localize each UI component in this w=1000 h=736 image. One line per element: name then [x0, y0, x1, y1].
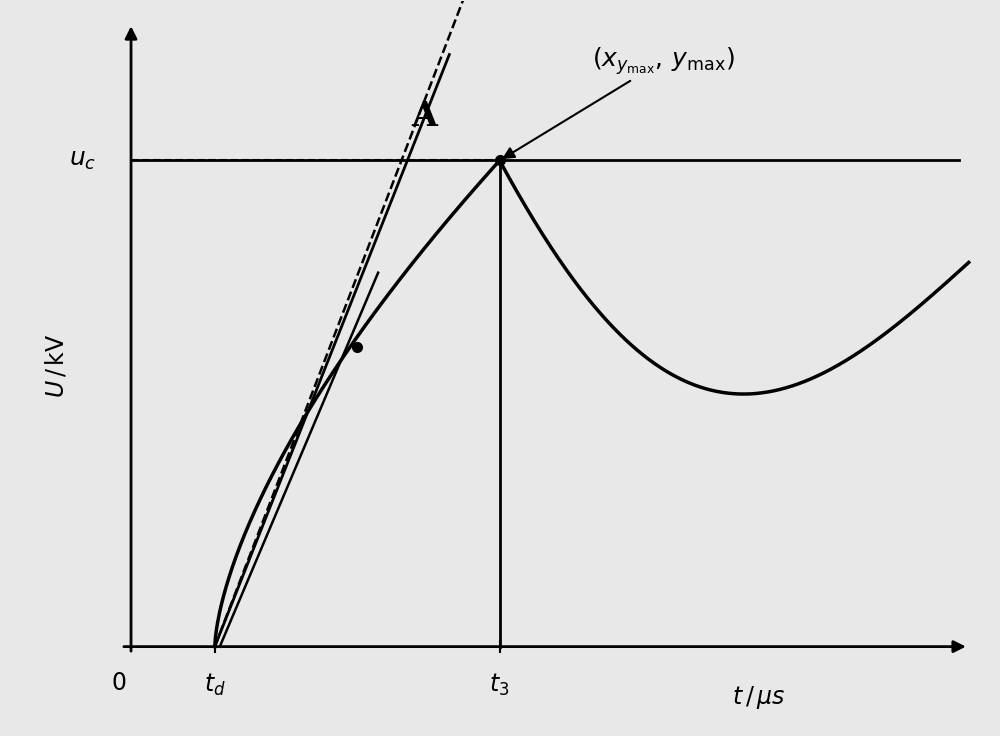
Text: $U\,/\,\mathrm{kV}$: $U\,/\,\mathrm{kV}$ — [44, 334, 69, 398]
Text: $t_d$: $t_d$ — [204, 672, 226, 698]
Text: $t_3$: $t_3$ — [489, 672, 510, 698]
Text: $\left(x_{y_{\mathrm{max}}},\,y_{\mathrm{max}}\right)$: $\left(x_{y_{\mathrm{max}}},\,y_{\mathrm… — [504, 45, 735, 158]
Text: $u_c$: $u_c$ — [69, 149, 96, 172]
Text: $0$: $0$ — [111, 672, 127, 696]
Text: $t\,/\,\mu s$: $t\,/\,\mu s$ — [732, 684, 786, 712]
Text: A: A — [411, 100, 437, 133]
